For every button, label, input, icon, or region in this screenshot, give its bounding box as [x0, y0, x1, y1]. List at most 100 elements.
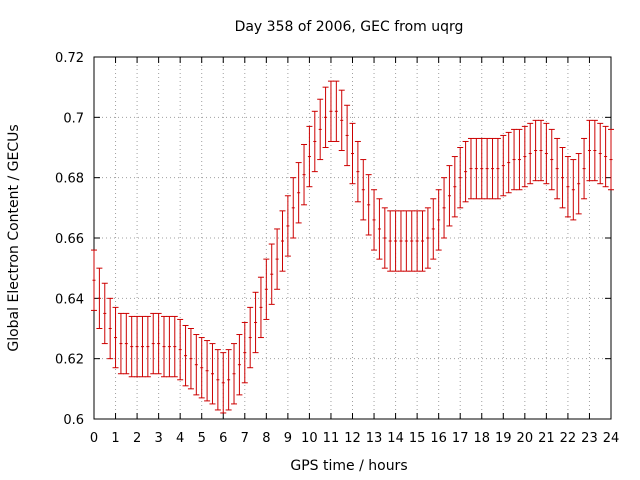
- data-point: [543, 122, 550, 185]
- data-point: [333, 80, 340, 142]
- data-point: [236, 334, 243, 396]
- data-point: [139, 315, 146, 378]
- data-point: [155, 312, 162, 375]
- data-point: [559, 147, 566, 209]
- data-point: [446, 165, 453, 227]
- y-tick-label: 0.7: [63, 111, 84, 126]
- data-point: [430, 198, 437, 260]
- data-point: [327, 80, 334, 142]
- data-point: [586, 119, 593, 182]
- data-point: [435, 189, 442, 251]
- data-point: [247, 306, 254, 369]
- data-point: [419, 210, 426, 272]
- data-point: [231, 343, 238, 405]
- data-point: [505, 131, 512, 194]
- data-point: [306, 125, 313, 188]
- x-tick-label: 16: [430, 431, 447, 446]
- x-tick-label: 1: [111, 431, 119, 446]
- data-point: [91, 249, 97, 311]
- data-point: [317, 98, 324, 161]
- x-tick-label: 4: [176, 431, 184, 446]
- x-tick-label: 3: [154, 431, 162, 446]
- data-point: [225, 349, 232, 411]
- data-point: [564, 156, 571, 218]
- data-point: [166, 315, 173, 378]
- data-point: [187, 328, 194, 390]
- data-point: [128, 315, 135, 378]
- data-point: [516, 128, 523, 191]
- x-tick-label: 8: [262, 431, 270, 446]
- data-point: [107, 297, 114, 360]
- data-point: [511, 128, 518, 191]
- data-point: [403, 210, 410, 272]
- data-point: [500, 134, 507, 197]
- x-tick-label: 19: [495, 431, 512, 446]
- x-tick-label: 14: [387, 431, 404, 446]
- data-point: [494, 137, 501, 200]
- axis-ticks: 0 1 2 3 4 5 6 7 8 9 10 11 12 13 14 15 16 17 18 19 20 21 22 23 24…: [55, 51, 619, 446]
- data-point: [112, 306, 119, 369]
- data-point: [209, 343, 216, 405]
- data-point: [575, 153, 582, 215]
- data-point: [274, 228, 281, 290]
- data-point: [441, 177, 448, 239]
- y-tick-label: 0.6: [63, 413, 84, 428]
- data-point: [408, 210, 415, 272]
- y-tick-label: 0.62: [55, 353, 84, 368]
- data-point: [268, 243, 275, 305]
- data-point: [193, 334, 200, 396]
- x-tick-label: 6: [219, 431, 227, 446]
- x-tick-label: 15: [409, 431, 426, 446]
- x-tick-label: 17: [452, 431, 469, 446]
- data-point: [387, 210, 394, 272]
- data-point: [171, 315, 178, 378]
- data-point: [117, 312, 124, 375]
- data-point: [371, 189, 378, 251]
- data-point: [376, 198, 383, 260]
- data-point: [252, 291, 259, 354]
- x-tick-label: 5: [198, 431, 206, 446]
- x-axis-label: GPS time / hours: [290, 458, 407, 474]
- data-point: [360, 159, 367, 221]
- data-point: [290, 177, 297, 239]
- data-point: [338, 89, 345, 152]
- data-point: [537, 119, 544, 182]
- data-point: [96, 267, 103, 329]
- x-tick-label: 18: [473, 431, 490, 446]
- y-axis-label: Global Electron Content / GECUs: [6, 124, 22, 351]
- data-point: [220, 352, 227, 414]
- y-tick-label: 0.72: [55, 51, 84, 66]
- x-tick-label: 0: [90, 431, 98, 446]
- data-point: [521, 125, 528, 188]
- data-point: [424, 207, 431, 269]
- y-tick-label: 0.68: [55, 172, 84, 187]
- data-point: [279, 210, 286, 272]
- data-point: [467, 137, 474, 200]
- x-tick-label: 11: [323, 431, 340, 446]
- data-point: [198, 337, 205, 399]
- grid: [94, 57, 611, 419]
- data-point: [478, 137, 485, 200]
- data-point: [349, 122, 356, 185]
- x-tick-label: 12: [344, 431, 361, 446]
- data-point: [527, 122, 534, 185]
- data-point: [457, 147, 464, 209]
- data-point: [532, 119, 539, 182]
- data-point: [161, 315, 168, 378]
- data-point: [284, 195, 291, 257]
- data-point: [150, 312, 157, 375]
- data-point: [365, 174, 372, 236]
- data-point: [489, 137, 496, 200]
- x-tick-label: 10: [301, 431, 318, 446]
- data-point: [182, 324, 189, 387]
- x-tick-label: 23: [581, 431, 598, 446]
- data-point: [344, 104, 351, 167]
- data-point: [570, 159, 577, 221]
- x-tick-label: 24: [603, 431, 620, 446]
- data-point: [381, 207, 388, 269]
- data-point: [123, 312, 130, 375]
- data-point: [241, 321, 248, 384]
- data-point: [295, 162, 302, 224]
- data-point: [204, 340, 211, 402]
